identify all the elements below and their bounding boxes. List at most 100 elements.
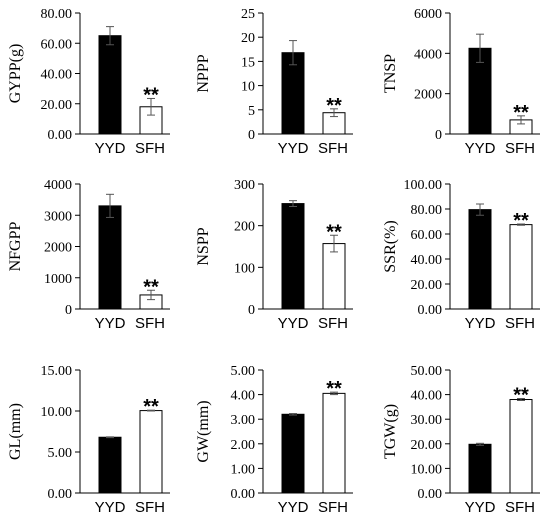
- significance-marker: **: [513, 210, 529, 232]
- bar-yyd: [98, 205, 122, 310]
- y-tick-label: 200: [234, 220, 255, 235]
- significance-marker: **: [326, 95, 342, 117]
- y-tick-label: 15: [241, 55, 255, 70]
- y-tick-label: 60.00: [41, 37, 73, 52]
- bar-yyd: [281, 413, 305, 494]
- chart-panel: 0 1000 2000 3000 4000 NFGPP YYD ** SFH: [7, 178, 170, 332]
- bar-yyd: [468, 443, 492, 494]
- y-tick-label: 1000: [44, 272, 72, 287]
- x-category-label: SFH: [318, 499, 348, 516]
- x-category-label: SFH: [505, 140, 535, 157]
- y-tick-label: 5.00: [231, 364, 256, 379]
- bar-yyd: [98, 35, 122, 135]
- y-axis-title: GYPP(g): [7, 44, 24, 104]
- y-tick-label: 4000: [414, 47, 442, 62]
- significance-marker: **: [326, 378, 342, 400]
- y-tick-label: 30.00: [411, 413, 443, 428]
- x-category-label: YYD: [278, 499, 309, 516]
- y-tick-label: 15.00: [41, 364, 73, 379]
- x-category-label: SFH: [135, 499, 165, 516]
- x-category-label: SFH: [135, 140, 165, 157]
- y-tick-label: 6000: [414, 7, 442, 22]
- significance-marker: **: [513, 102, 529, 124]
- y-tick-label: 40.00: [41, 68, 73, 83]
- y-tick-label: 0: [65, 303, 72, 318]
- x-category-label: YYD: [95, 315, 126, 332]
- chart-panel: 0.00 10.00 20.00 30.00 40.00 50.00 TGW(g) YYD **…: [382, 364, 540, 516]
- y-tick-label: 5.00: [48, 446, 73, 461]
- chart-panel: 0.00 1.00 2.00 3.00 4.00 5.00 GW(mm) YYD ** SFH: [195, 364, 353, 516]
- x-category-label: YYD: [465, 315, 496, 332]
- y-tick-label: 5: [248, 104, 255, 119]
- y-axis-title: GW(mm): [195, 400, 212, 462]
- y-tick-label: 0.00: [231, 487, 256, 502]
- x-category-label: SFH: [318, 140, 348, 157]
- x-category-label: YYD: [278, 140, 309, 157]
- y-tick-label: 40.00: [411, 389, 443, 404]
- y-tick-label: 20.00: [41, 98, 73, 113]
- x-category-label: SFH: [505, 315, 535, 332]
- y-tick-label: 0.00: [418, 303, 443, 318]
- y-tick-label: 40.00: [411, 253, 443, 268]
- bar-sfh: [322, 243, 346, 310]
- x-category-label: YYD: [95, 499, 126, 516]
- x-category-label: YYD: [278, 315, 309, 332]
- significance-marker: **: [143, 396, 159, 418]
- y-tick-label: 0.00: [418, 487, 443, 502]
- y-axis-title: NSPP: [195, 227, 212, 265]
- y-tick-label: 20: [241, 31, 255, 46]
- y-tick-label: 20.00: [411, 278, 443, 293]
- y-tick-label: 2000: [414, 88, 442, 103]
- y-axis-title: SSR(%): [382, 220, 399, 272]
- chart-panel: 0.00 20.00 40.00 60.00 80.00 GYPP(g) YYD ** SFH: [7, 7, 170, 157]
- y-tick-label: 300: [234, 178, 255, 193]
- x-category-label: SFH: [318, 315, 348, 332]
- y-axis-title: TNSP: [382, 54, 399, 93]
- significance-marker: **: [143, 84, 159, 106]
- x-category-label: SFH: [135, 315, 165, 332]
- y-tick-label: 4000: [44, 178, 72, 193]
- bar-sfh: [322, 392, 346, 494]
- chart-panel: 0 5 10 15 20 25 NPPP YYD ** SFH: [195, 7, 353, 157]
- x-category-label: YYD: [465, 140, 496, 157]
- x-category-label: YYD: [95, 140, 126, 157]
- y-tick-label: 80.00: [411, 203, 443, 218]
- significance-marker: **: [513, 385, 529, 407]
- chart-panel: 0 100 200 300 NSPP YYD ** SFH: [195, 178, 353, 332]
- bar-sfh: [509, 224, 533, 310]
- y-tick-label: 60.00: [411, 228, 443, 243]
- y-tick-label: 100.00: [404, 178, 443, 193]
- chart-panel: 0.00 20.00 40.00 60.00 80.00 100.00 SSR(%) YYD *…: [382, 178, 540, 332]
- significance-marker: **: [326, 221, 342, 243]
- y-tick-label: 20.00: [411, 438, 443, 453]
- bar-yyd: [98, 436, 122, 494]
- chart-panel: 0.00 5.00 10.00 15.00 GL(mm) YYD ** SFH: [7, 364, 170, 516]
- y-tick-label: 0: [248, 303, 255, 318]
- y-tick-label: 80.00: [41, 7, 73, 22]
- y-tick-label: 1.00: [231, 462, 256, 477]
- y-tick-label: 0: [248, 128, 255, 143]
- significance-marker: **: [143, 276, 159, 298]
- y-tick-label: 3000: [44, 209, 72, 224]
- y-tick-label: 2.00: [231, 438, 256, 453]
- chart-panel: 0 2000 4000 6000 TNSP YYD ** SFH: [382, 7, 540, 157]
- x-category-label: YYD: [465, 499, 496, 516]
- y-tick-label: 0: [435, 128, 442, 143]
- y-axis-title: GL(mm): [7, 403, 24, 460]
- y-tick-label: 100: [234, 261, 255, 276]
- y-tick-label: 10: [241, 80, 255, 95]
- y-tick-label: 10.00: [411, 462, 443, 477]
- y-tick-label: 0.00: [48, 128, 73, 143]
- bar-sfh: [509, 399, 533, 494]
- y-tick-label: 50.00: [411, 364, 443, 379]
- y-axis-title: NFGPP: [7, 222, 24, 272]
- bar-yyd: [468, 209, 492, 310]
- y-tick-label: 10.00: [41, 405, 73, 420]
- y-tick-label: 4.00: [231, 389, 256, 404]
- x-category-label: SFH: [505, 499, 535, 516]
- bar-yyd: [281, 203, 305, 310]
- y-tick-label: 25: [241, 7, 255, 22]
- y-tick-label: 0.00: [48, 487, 73, 502]
